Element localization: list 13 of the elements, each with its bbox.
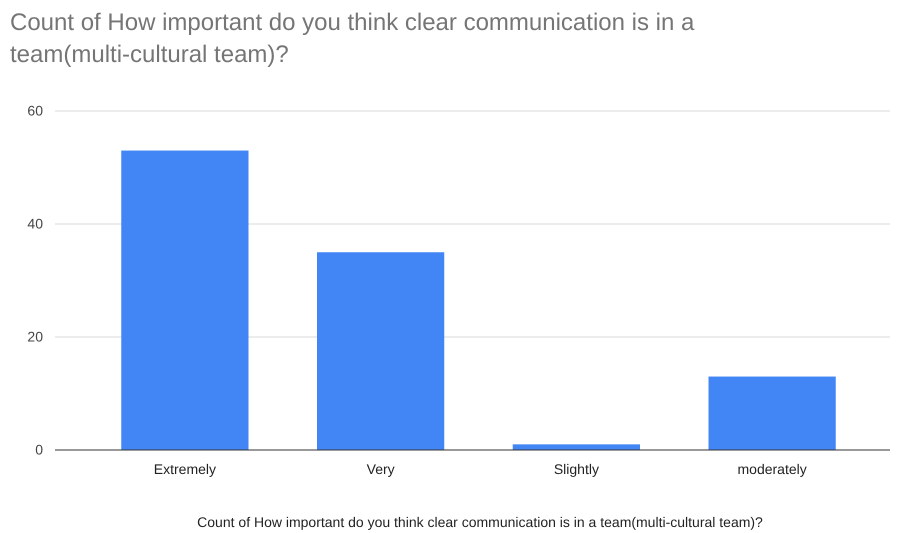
x-axis-title: Count of How important do you think clear communication is in a team(multi-cultural team)? <box>197 514 764 530</box>
x-tick-label: Extremely <box>154 460 216 477</box>
chart-title: Count of How important do you think clear communication is in a team(multi-cultural team)? <box>10 9 695 68</box>
bar <box>708 376 836 450</box>
x-tick-label: moderately <box>737 460 807 477</box>
bar <box>121 150 248 450</box>
bar <box>317 252 444 450</box>
y-tick-label: 0 <box>35 441 44 458</box>
y-tick-label: 60 <box>27 102 44 118</box>
y-tick-label: 40 <box>27 215 44 232</box>
y-tick-label: 20 <box>27 328 44 344</box>
x-tick-label: Slightly <box>554 460 599 477</box>
x-tick-label: Very <box>366 460 395 477</box>
